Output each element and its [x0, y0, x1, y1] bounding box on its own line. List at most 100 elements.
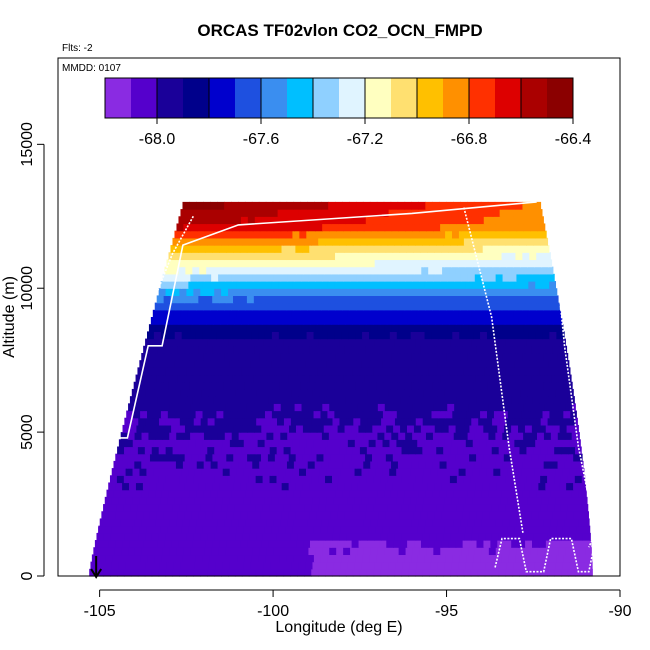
field-cell [372, 216, 381, 225]
field-cell [543, 302, 551, 311]
field-cell [217, 302, 225, 311]
field-cell [300, 489, 309, 498]
field-cell [237, 252, 246, 261]
field-cell [213, 317, 221, 325]
field-cell [212, 295, 220, 304]
field-cell [241, 237, 250, 246]
field-cell [443, 504, 451, 512]
field-cell [326, 496, 335, 505]
field-cell [217, 352, 226, 361]
field-cell [359, 367, 368, 376]
field-cell [199, 266, 207, 275]
field-cell [165, 532, 174, 541]
field-cell [233, 482, 241, 491]
field-cell [308, 432, 316, 440]
field-cell [390, 201, 399, 210]
field-cell [172, 568, 181, 577]
field-cell [244, 410, 252, 419]
field-cell [181, 468, 189, 476]
field-cell [337, 453, 345, 462]
field-cell [304, 338, 313, 347]
field-cell [400, 540, 408, 548]
field-cell [400, 396, 409, 404]
field-cell [331, 396, 339, 404]
field-cell [521, 525, 529, 534]
field-cell [129, 453, 137, 462]
field-cell [195, 525, 203, 534]
field-cell [250, 439, 259, 448]
field-cell [401, 504, 409, 512]
field-cell [308, 223, 316, 232]
field-cell [384, 403, 393, 412]
field-cell [286, 381, 294, 390]
field-cell [280, 324, 289, 332]
field-cell [214, 475, 222, 484]
field-cell [166, 309, 175, 318]
field-cell [173, 259, 181, 268]
field-cell [312, 360, 321, 368]
field-cell [203, 460, 212, 469]
field-cell [519, 367, 527, 376]
field-cell [321, 252, 329, 261]
field-cell [569, 525, 578, 534]
field-cell [143, 540, 151, 548]
field-cell [512, 475, 520, 484]
field-cell [118, 439, 127, 448]
field-cell [204, 324, 212, 332]
field-cell [318, 288, 326, 297]
field-cell [216, 410, 224, 419]
field-cell [352, 367, 361, 376]
field-cell [527, 388, 535, 397]
field-cell [400, 424, 408, 433]
field-cell [153, 410, 162, 419]
field-cell [511, 424, 519, 433]
field-cell [174, 331, 183, 340]
field-cell [528, 468, 536, 476]
field-cell [104, 561, 112, 570]
field-cell [252, 403, 261, 412]
field-cell [337, 482, 345, 491]
field-cell [430, 496, 439, 505]
field-cell [358, 424, 366, 433]
field-cell [463, 568, 472, 577]
field-cell [152, 561, 161, 570]
field-cell [284, 388, 292, 397]
field-cell [429, 237, 437, 246]
field-cell [143, 396, 152, 404]
field-cell [201, 561, 210, 570]
field-cell [411, 554, 419, 563]
field-cell [564, 489, 572, 498]
field-cell [438, 525, 446, 534]
field-cell [246, 374, 255, 383]
field-cell [288, 453, 297, 462]
field-cell [394, 288, 403, 297]
field-cell [446, 518, 455, 527]
field-cell [238, 273, 247, 282]
flight-track-ascending-profile [91, 215, 194, 531]
field-cell [224, 460, 233, 469]
field-cell [509, 403, 518, 412]
field-cell [331, 216, 339, 225]
field-cell [138, 388, 147, 397]
field-cell [554, 288, 558, 297]
field-cell [474, 460, 482, 469]
field-cell [90, 561, 98, 570]
field-cell [104, 496, 113, 505]
field-cell [550, 460, 559, 469]
field-cell [496, 374, 504, 383]
field-cell [505, 237, 514, 246]
field-cell [140, 410, 148, 419]
field-cell [268, 266, 277, 275]
field-cell [414, 216, 422, 225]
field-cell [465, 439, 474, 448]
field-cell [257, 525, 266, 534]
field-cell [349, 352, 357, 361]
field-cell [362, 302, 371, 311]
field-cell [238, 432, 247, 440]
field-cell [476, 396, 485, 404]
field-cell [554, 568, 562, 577]
field-cell [259, 352, 267, 361]
field-cell [193, 288, 201, 297]
field-cell [363, 489, 371, 498]
field-cell [462, 482, 470, 491]
